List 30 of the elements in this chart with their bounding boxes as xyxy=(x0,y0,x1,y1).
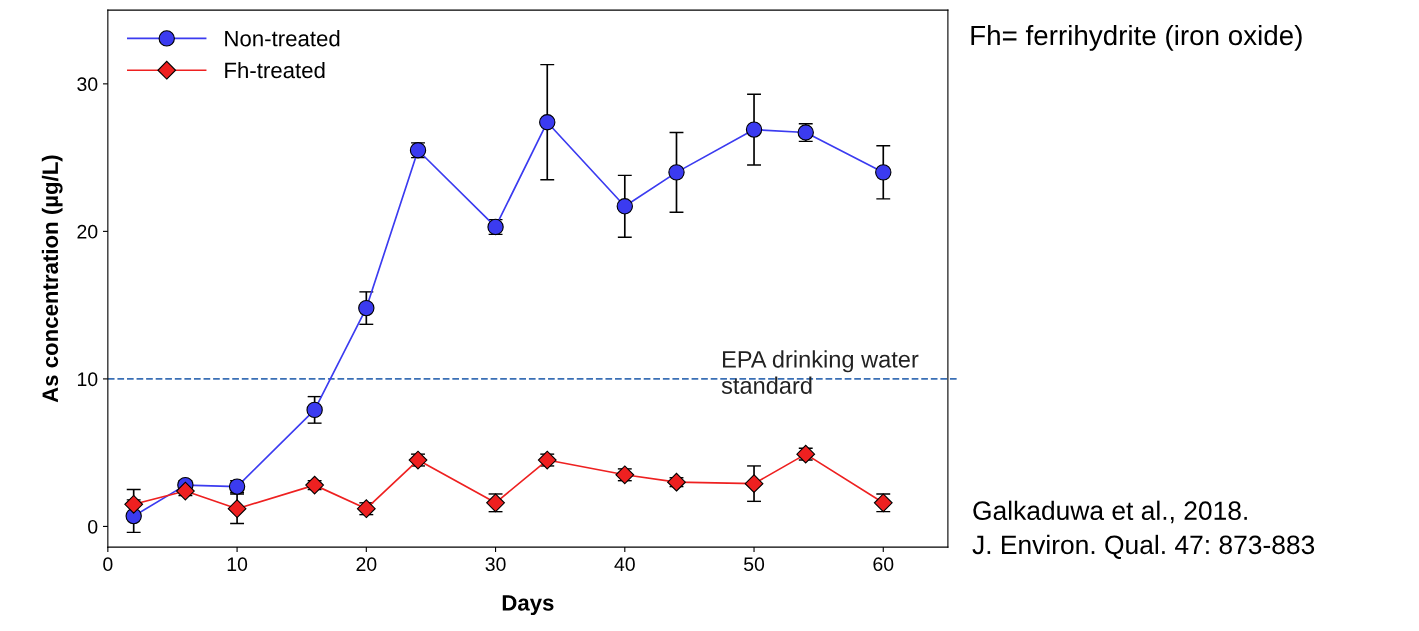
y-tick-label: 20 xyxy=(77,224,98,239)
point xyxy=(358,299,375,317)
text: Fh= ferrihydrite (iron oxide) xyxy=(971,24,1302,51)
ref-line-label: EPA drinking water standard xyxy=(721,350,919,394)
point xyxy=(875,164,892,181)
point xyxy=(539,114,556,131)
y-tick-label: 0 xyxy=(88,519,98,534)
x-tick-label: 60 xyxy=(873,557,894,572)
point xyxy=(667,472,686,492)
legend-label: Non-treated xyxy=(225,30,340,47)
legend-label: Fh-treated xyxy=(225,61,325,79)
point xyxy=(124,494,144,514)
y-tick-label: 30 xyxy=(77,77,98,92)
y-axis-title: As concentration (µg/L) xyxy=(41,155,63,403)
point xyxy=(744,474,764,494)
point xyxy=(745,121,763,138)
point xyxy=(668,164,685,181)
text: Galkaduwa et al., 2018. J. Environ. Qual. 47: 873-883 xyxy=(972,500,1315,559)
x-axis-title: Days xyxy=(502,595,554,616)
x-tick-label: 20 xyxy=(356,557,377,572)
point xyxy=(306,401,323,419)
x-tick-label: 10 xyxy=(227,557,248,572)
x-tick-label: 50 xyxy=(744,557,765,572)
point xyxy=(616,198,633,215)
point xyxy=(227,499,247,519)
x-tick-label: 40 xyxy=(614,557,635,572)
point xyxy=(175,481,195,501)
y-tick-label: 10 xyxy=(77,372,98,387)
x-tick-label: 0 xyxy=(103,557,113,572)
x-tick-label: 30 xyxy=(485,557,506,572)
